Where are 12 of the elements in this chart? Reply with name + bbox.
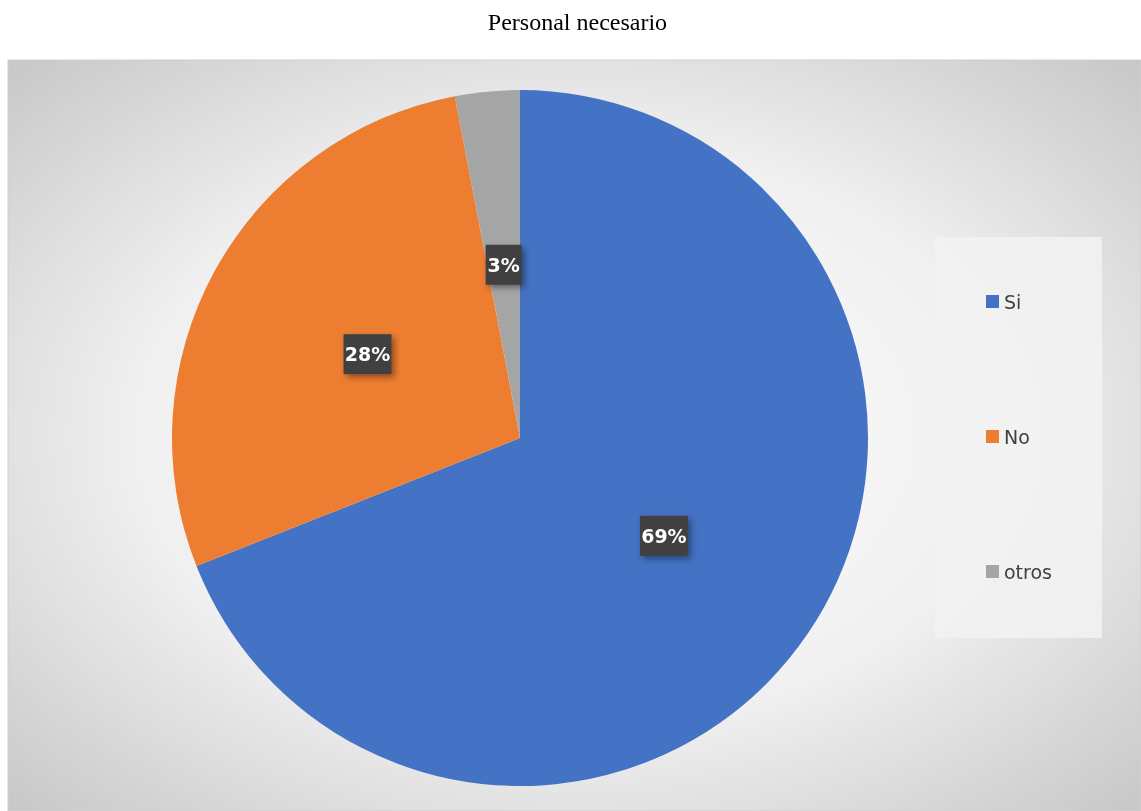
pie-slice [172,96,520,567]
legend-label: Si [1004,291,1022,313]
legend-label: otros [1004,561,1052,583]
chart-title: Personal necesario [487,9,668,35]
data-label: 28% [344,343,391,366]
pie-slice [196,90,868,786]
data-label: 3% [487,253,520,276]
label-box: 69% [639,515,688,556]
label-box: 3% [485,244,522,285]
legend-label: No [1004,426,1030,448]
label-box: 28% [343,334,392,375]
data-label: 69% [641,524,687,547]
